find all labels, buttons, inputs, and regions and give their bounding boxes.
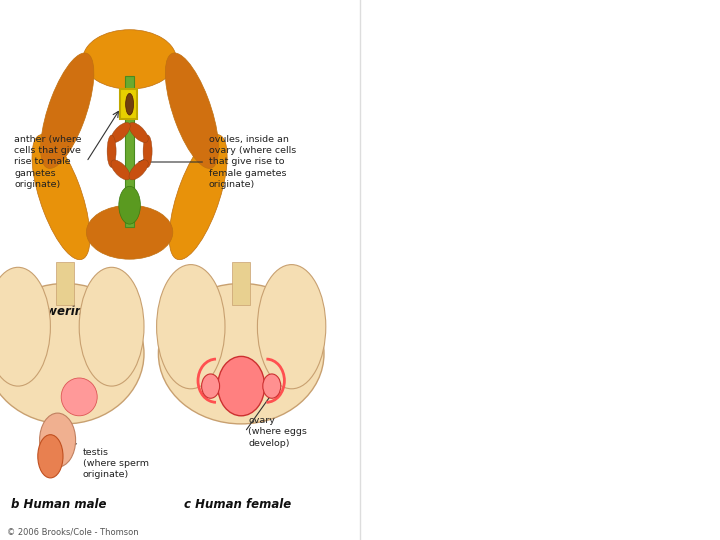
Ellipse shape <box>158 284 324 424</box>
Text: ovary
(where eggs
develop): ovary (where eggs develop) <box>248 416 307 448</box>
Ellipse shape <box>0 267 50 386</box>
Ellipse shape <box>217 356 265 416</box>
Text: a Flowering plant: a Flowering plant <box>14 305 130 318</box>
Ellipse shape <box>157 265 225 389</box>
Text: Prentice-Hall Biology
Fig. 10-3
p. 156: Prentice-Hall Biology Fig. 10-3 p. 156 <box>534 451 698 502</box>
Ellipse shape <box>111 160 130 180</box>
Ellipse shape <box>126 93 134 115</box>
Text: b Human male: b Human male <box>11 497 107 511</box>
Ellipse shape <box>129 160 148 180</box>
Ellipse shape <box>40 413 76 467</box>
Ellipse shape <box>0 284 144 424</box>
Text: Many
plants
produce
gametes
(sex cells)
also!: Many plants produce gametes (sex cells) … <box>357 52 720 444</box>
Ellipse shape <box>202 374 220 399</box>
Ellipse shape <box>107 135 116 167</box>
Bar <box>125 76 134 227</box>
Ellipse shape <box>129 123 148 143</box>
Ellipse shape <box>169 134 228 260</box>
Ellipse shape <box>61 378 97 416</box>
Text: ovules, inside an
ovary (where cells
that give rise to
female gametes
originate): ovules, inside an ovary (where cells tha… <box>209 136 296 188</box>
Text: anther (where
cells that give
rise to male
gametes
originate): anther (where cells that give rise to ma… <box>14 136 82 188</box>
Text: c Human female: c Human female <box>184 497 291 511</box>
Ellipse shape <box>32 134 90 260</box>
Ellipse shape <box>143 135 152 167</box>
Bar <box>120 89 137 119</box>
Ellipse shape <box>86 205 173 259</box>
Ellipse shape <box>79 267 144 386</box>
Ellipse shape <box>40 53 94 168</box>
Bar <box>56 262 74 305</box>
Ellipse shape <box>111 123 130 143</box>
Text: © 2006 Brooks/Cole - Thomson: © 2006 Brooks/Cole - Thomson <box>7 528 139 537</box>
Ellipse shape <box>166 53 219 168</box>
Ellipse shape <box>263 374 281 399</box>
Ellipse shape <box>258 265 325 389</box>
Ellipse shape <box>119 186 140 224</box>
Ellipse shape <box>37 435 63 478</box>
Text: testis
(where sperm
originate): testis (where sperm originate) <box>83 448 149 480</box>
Bar <box>232 262 251 305</box>
Ellipse shape <box>83 30 176 89</box>
